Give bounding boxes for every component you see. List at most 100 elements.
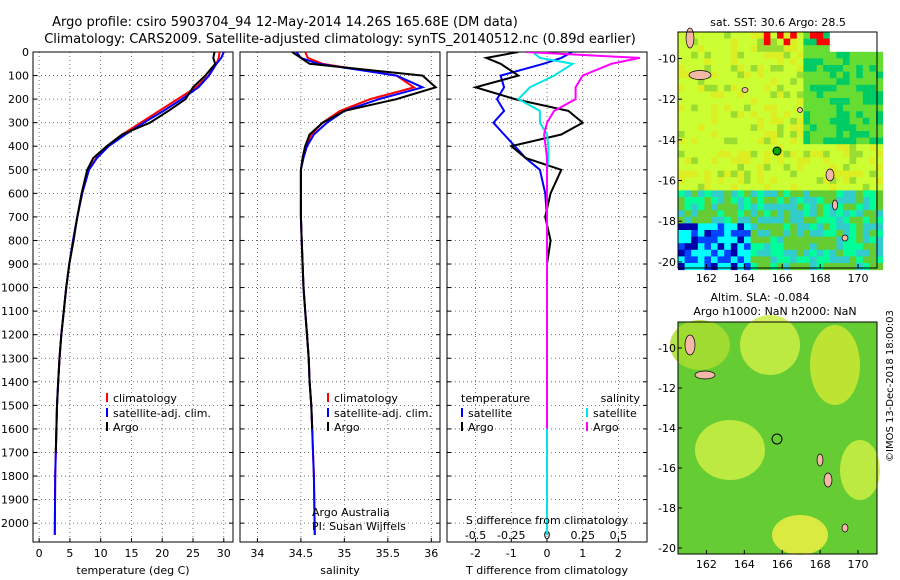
sst-cell (678, 137, 686, 145)
sst-cell (763, 32, 771, 40)
sst-cell (684, 98, 692, 106)
sla-blob (840, 440, 880, 500)
sst-cell (730, 164, 738, 172)
sst-cell (711, 131, 719, 139)
sst-cell (697, 263, 705, 271)
sst-cell (803, 91, 811, 99)
sst-cell (803, 177, 811, 185)
sst-cell (691, 104, 699, 112)
sst-cell (684, 71, 692, 79)
sst-cell (836, 45, 844, 53)
sst-cell (796, 84, 804, 92)
sst-cell (856, 45, 864, 53)
sst-cell (757, 144, 765, 152)
sst-cell (829, 150, 837, 158)
sst-cell (862, 256, 870, 264)
sst-cell (783, 223, 791, 231)
argo-position-marker (772, 146, 782, 156)
sst-cell (790, 32, 798, 40)
sst-cell (730, 131, 738, 139)
sst-cell (796, 58, 804, 66)
sst-cell (816, 249, 824, 257)
sst-cell (856, 183, 864, 191)
sst-cell (691, 111, 699, 119)
sst-cell (823, 38, 831, 46)
sst-cell (876, 131, 884, 139)
sst-cell (678, 45, 686, 53)
sst-cell (829, 210, 837, 218)
sst-cell (691, 38, 699, 46)
sst-cell (823, 51, 831, 59)
sst-cell (810, 230, 818, 238)
sst-cell (691, 223, 699, 231)
sla-map-title-1: Altim. SLA: -0.084 (710, 291, 809, 304)
sst-cell (829, 65, 837, 73)
sst-cell (783, 91, 791, 99)
sst-cell (678, 144, 686, 152)
depth-tick-label: 1200 (1, 329, 29, 342)
sst-cell (823, 117, 831, 125)
sst-cell (836, 177, 844, 185)
sst-cell (790, 249, 798, 257)
sst-cell (777, 65, 785, 73)
sst-cell (777, 157, 785, 165)
island-shape (685, 27, 695, 49)
sst-cell (862, 216, 870, 224)
sst-cell (730, 104, 738, 112)
depth-tick-label: 600 (8, 187, 29, 200)
sst-cell (704, 117, 712, 125)
sst-cell (730, 230, 738, 238)
sst-cell (783, 51, 791, 59)
sst-cell (730, 197, 738, 205)
sst-cell (750, 84, 758, 92)
sst-cell (770, 210, 778, 218)
sst-cell (876, 137, 884, 145)
sst-cell (737, 236, 745, 244)
sst-cell (704, 170, 712, 178)
sst-cell (730, 58, 738, 66)
sst-cell (724, 45, 732, 53)
sst-cell (770, 65, 778, 73)
sst-cell (770, 111, 778, 119)
sst-cell (730, 98, 738, 106)
sst-cell (678, 190, 686, 198)
legend-label: satellite-adj. clim. (334, 407, 432, 420)
sst-cell (717, 177, 725, 185)
sst-cell (750, 45, 758, 53)
sst-cell (750, 150, 758, 158)
sst-cell (697, 104, 705, 112)
sst-cell (777, 104, 785, 112)
sst-cell (730, 78, 738, 86)
sst-cell (862, 78, 870, 86)
x-tick-label: 36 (424, 547, 438, 560)
sst-cell (750, 144, 758, 152)
sst-cell (724, 164, 732, 172)
sst-cell (796, 223, 804, 231)
sst-cell (750, 210, 758, 218)
sst-cell (836, 263, 844, 271)
map-y-tick-label: -16 (658, 175, 676, 188)
sst-cell (796, 111, 804, 119)
sst-cell (678, 111, 686, 119)
sst-cell (783, 131, 791, 139)
sst-cell (678, 223, 686, 231)
sst-cell (744, 137, 752, 145)
sst-cell (783, 104, 791, 112)
sst-cell (750, 230, 758, 238)
sst-cell (684, 170, 692, 178)
sst-cell (790, 51, 798, 59)
sst-map (678, 27, 884, 271)
sst-cell (737, 144, 745, 152)
sst-cell (856, 38, 864, 46)
sst-cell (862, 98, 870, 106)
x-tick-label: 20 (155, 547, 169, 560)
sst-cell (862, 84, 870, 92)
series-line (525, 52, 641, 429)
sst-cell (829, 177, 837, 185)
sst-cell (783, 150, 791, 158)
sst-cell (876, 210, 884, 218)
sst-cell (697, 78, 705, 86)
depth-tick-label: 1700 (1, 446, 29, 459)
sst-cell (724, 124, 732, 132)
sst-cell (763, 137, 771, 145)
